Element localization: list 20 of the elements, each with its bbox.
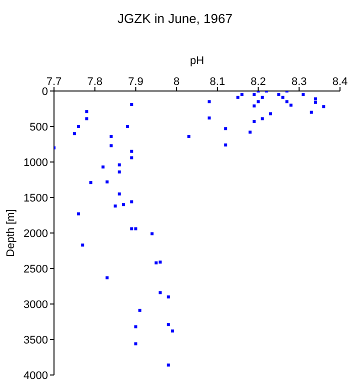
y-tick-label: 3500 — [24, 334, 48, 346]
x-tick-label: 8.1 — [210, 76, 226, 88]
x-tick-label: 8 — [174, 76, 180, 88]
x-tick-label: 8.4 — [332, 76, 348, 88]
y-tick-label: 2000 — [24, 228, 48, 240]
x-tick-label: 8.3 — [291, 76, 307, 88]
y-axis-title: Depth [m] — [4, 209, 17, 257]
x-tick-label: 7.7 — [46, 76, 62, 88]
y-tick-label: 3000 — [24, 298, 48, 311]
x-tick-label: 7.9 — [128, 76, 144, 88]
y-tick-label: 4000 — [24, 370, 48, 382]
y-tick-label: 2500 — [24, 263, 48, 276]
x-tick-label: 7.8 — [87, 76, 103, 88]
y-tick-label: 500 — [30, 121, 48, 134]
y-tick-label: 1000 — [24, 156, 48, 169]
y-tick-label: 1500 — [24, 192, 48, 204]
x-tick-label: 8.2 — [250, 76, 266, 88]
chart-title: JGZK in June, 1967 — [116, 10, 234, 28]
x-axis-title: pH — [190, 54, 204, 67]
y-tick-label: 0 — [42, 86, 48, 98]
